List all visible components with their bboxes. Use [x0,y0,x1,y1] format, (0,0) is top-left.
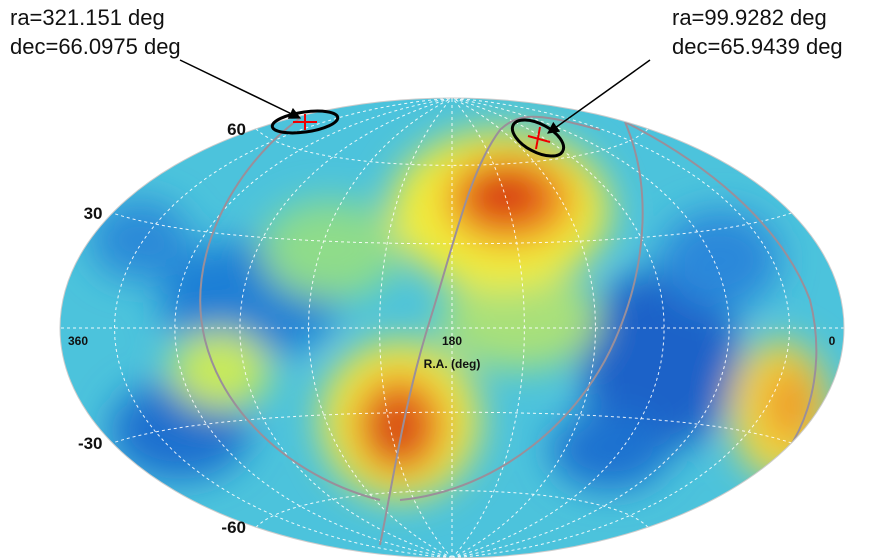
plane-curves [199,115,818,546]
ra-label: 180 [442,334,462,348]
annotation: ra=99.9282 deg [672,5,827,30]
parallel [255,490,649,528]
map-outline [59,97,845,558]
parallel [255,128,649,166]
dec-label: 30 [84,204,103,223]
sky-field [60,98,844,558]
annotation: dec=65.9439 deg [672,34,843,59]
dec-label: 60 [227,120,246,139]
marker-1 [179,59,340,135]
meridian [239,98,453,558]
annotation: ra=321.151 deg [10,5,165,30]
meridian [451,98,665,558]
ra-label: 0 [829,334,836,348]
annotation: dec=66.0975 deg [10,34,181,59]
axis-label: R.A. (deg) [424,357,481,371]
marker-2 [510,59,651,158]
dec-label: -60 [221,518,246,537]
ra-label: 360 [68,334,88,348]
dec-label: -30 [78,434,103,453]
